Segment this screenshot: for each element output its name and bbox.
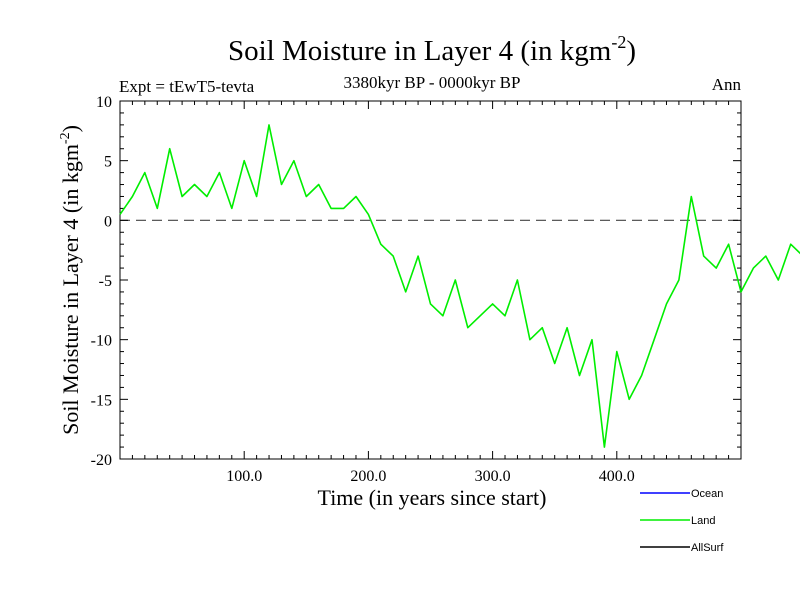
y-axis-label: Soil Moisture in Layer 4 (in kgm-2) [58, 125, 83, 435]
plot-frame [119, 100, 742, 460]
chart-subtitle: 3380kyr BP - 0000kyr BP [344, 73, 521, 92]
x-tick-label: 400.0 [599, 468, 635, 485]
y-tick-label: 10 [96, 94, 112, 111]
y-tick-label: -15 [91, 392, 112, 409]
x-axis-label: Time (in years since start) [318, 485, 547, 510]
y-tick-label: 5 [104, 154, 112, 171]
y-tick-label: -10 [91, 333, 112, 350]
x-axis-ticks: 100.0 200.0 300.0 400.0 [131, 101, 730, 485]
legend-label-land: Land [691, 515, 715, 527]
legend-label-ocean: Ocean [691, 488, 723, 500]
series-line-land [119, 124, 800, 448]
chart-title: Soil Moisture in Layer 4 (in kgm-2) [228, 32, 636, 67]
y-tick-label: 0 [104, 213, 112, 230]
y-axis-ticks: 10 5 0 -5 -10 -15 -20 [91, 94, 741, 469]
x-tick-label: 200.0 [350, 468, 386, 485]
legend: Ocean Land AllSurf [640, 488, 724, 554]
legend-label-allsurf: AllSurf [691, 542, 724, 554]
y-tick-label: -5 [99, 273, 112, 290]
expt-label: Expt = tEwT5-tevta [119, 77, 255, 96]
x-tick-label: 100.0 [226, 468, 262, 485]
y-tick-label: -20 [91, 452, 112, 469]
x-tick-label: 300.0 [475, 468, 511, 485]
season-label: Ann [712, 75, 742, 94]
